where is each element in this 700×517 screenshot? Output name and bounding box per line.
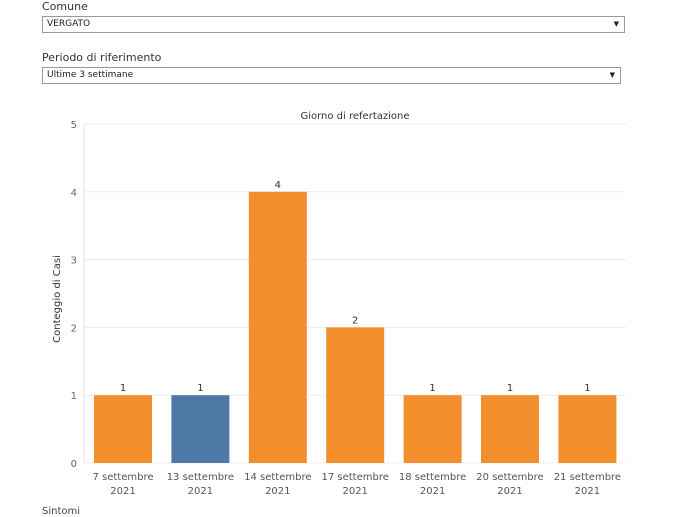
- y-axis-label: Conteggio di Casi: [52, 255, 63, 343]
- comune-label: Comune: [42, 0, 88, 13]
- y-tick-label: 5: [71, 120, 77, 131]
- bar[interactable]: [248, 191, 307, 464]
- x-tick-label: 2021: [188, 486, 213, 497]
- data-label: 1: [584, 383, 590, 394]
- bar[interactable]: [558, 395, 617, 463]
- periodo-select[interactable]: Ultime 3 settimane ▼: [42, 67, 621, 84]
- data-labels: 1 1 4 2 1 1 1: [120, 180, 591, 394]
- data-label: 4: [275, 180, 281, 191]
- y-tick-label: 0: [71, 459, 77, 470]
- x-axis-ticks: 7 settembre 2021 13 settembre 2021 14 settem…: [92, 472, 621, 497]
- data-label: 1: [197, 383, 203, 394]
- bar[interactable]: [94, 395, 152, 463]
- x-tick-label: 17 settembre: [321, 472, 388, 483]
- periodo-label: Periodo di riferimento: [42, 51, 162, 64]
- comune-select-value: VERGATO: [47, 19, 91, 29]
- data-label: 1: [120, 383, 126, 394]
- sintomi-section-label: Sintomi: [42, 506, 81, 517]
- x-tick-label: 21 settembre: [554, 472, 621, 483]
- y-tick-label: 2: [71, 323, 77, 334]
- dropdown-arrow-icon[interactable]: ▼: [613, 20, 619, 28]
- data-label: 1: [429, 383, 435, 394]
- x-tick-label: 2021: [265, 486, 290, 497]
- data-label: 2: [352, 315, 358, 326]
- x-tick-label: 2021: [420, 486, 445, 497]
- dropdown-arrow-icon[interactable]: ▼: [609, 71, 615, 79]
- x-tick-label: 7 settembre: [92, 472, 153, 483]
- comune-select[interactable]: VERGATO ▼: [42, 16, 625, 33]
- bar[interactable]: [171, 395, 230, 463]
- x-tick-label: 18 settembre: [399, 472, 466, 483]
- bar[interactable]: [326, 327, 385, 463]
- bar[interactable]: [403, 395, 462, 463]
- x-tick-label: 2021: [110, 486, 135, 497]
- periodo-select-value: Ultime 3 settimane: [47, 70, 134, 80]
- bars: [94, 191, 617, 464]
- y-tick-label: 3: [71, 256, 77, 267]
- chart-title: Giorno di refertazione: [300, 111, 409, 122]
- x-tick-label: 2021: [497, 486, 522, 497]
- x-tick-label: 20 settembre: [476, 472, 543, 483]
- y-tick-label: 4: [71, 188, 77, 199]
- y-axis-ticks: 0 1 2 3 4 5: [71, 120, 77, 470]
- x-tick-label: 13 settembre: [167, 472, 234, 483]
- x-tick-label: 2021: [575, 486, 600, 497]
- x-tick-label: 14 settembre: [244, 472, 311, 483]
- y-tick-label: 1: [71, 391, 77, 402]
- data-label: 1: [507, 383, 513, 394]
- x-tick-label: 2021: [342, 486, 367, 497]
- bar[interactable]: [481, 395, 539, 463]
